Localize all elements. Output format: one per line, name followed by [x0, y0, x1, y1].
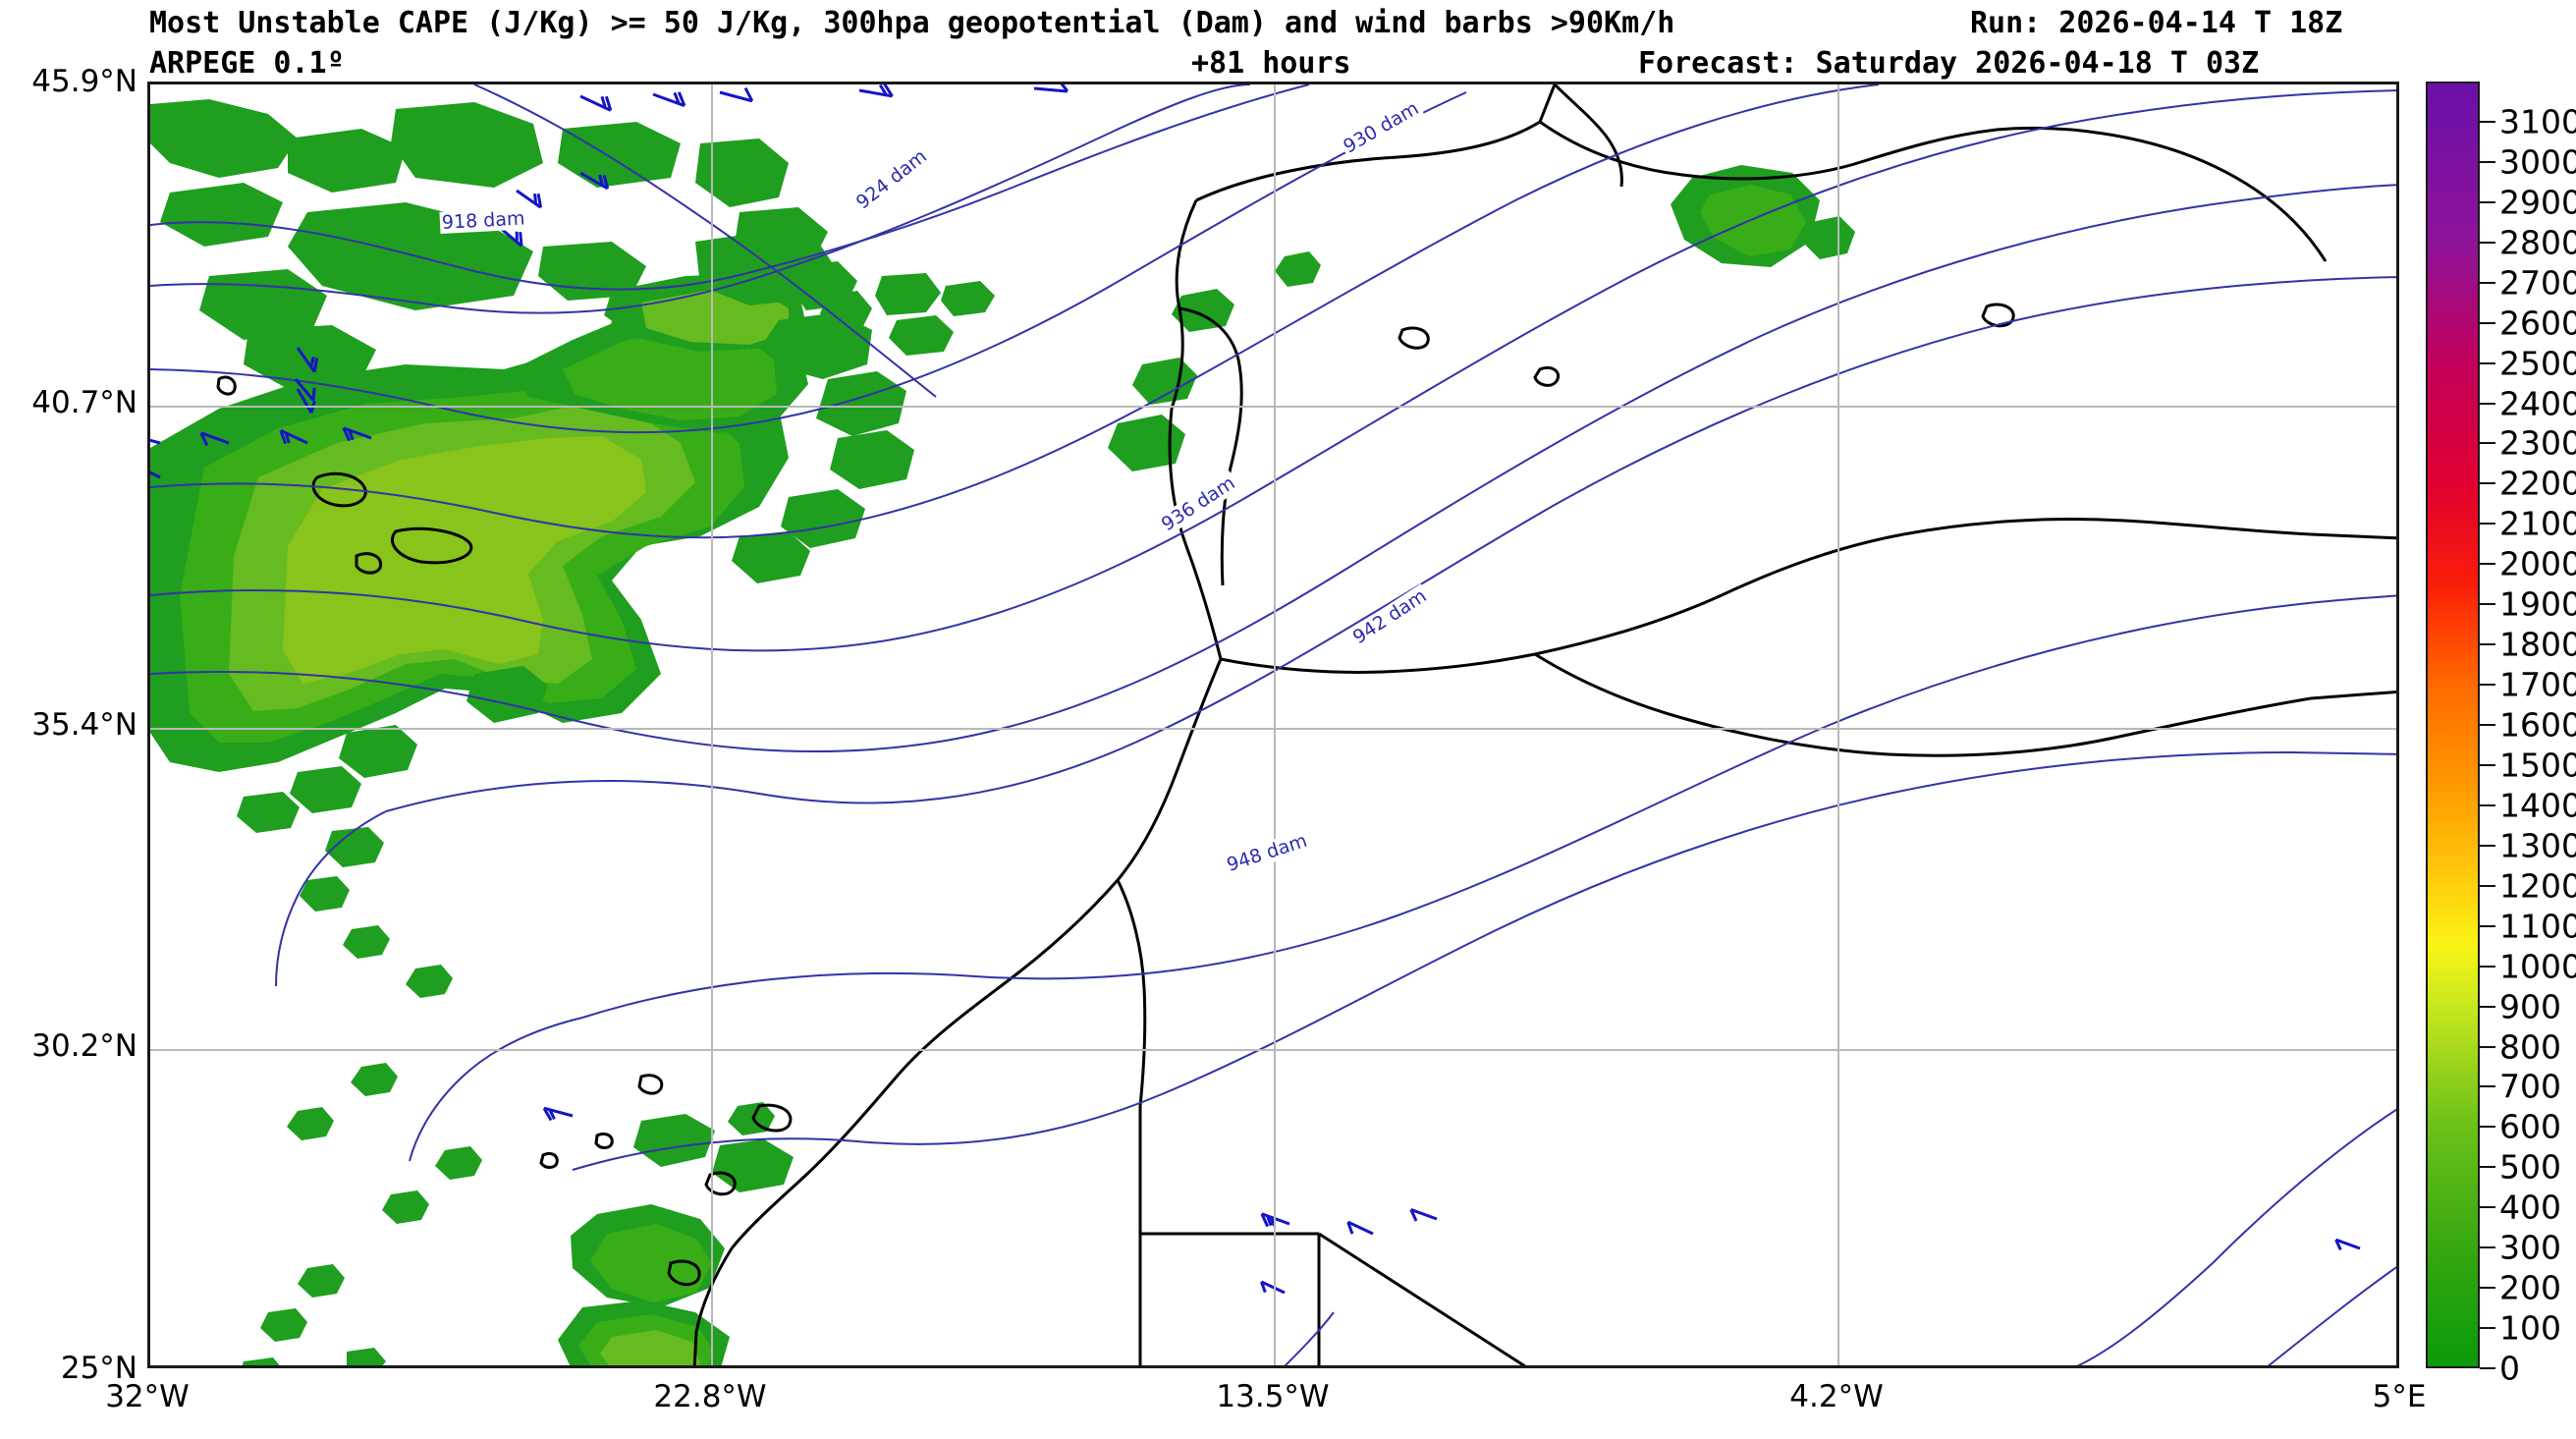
colorbar-tick [2480, 924, 2495, 927]
colorbar-tick-label: 2300 [2499, 423, 2576, 463]
colorbar-tick [2480, 763, 2495, 766]
map-canvas [150, 84, 2396, 1365]
colorbar-tick [2480, 1367, 2495, 1369]
colorbar-tick-label: 2700 [2499, 263, 2576, 303]
wind-barb-layer [150, 84, 2361, 1295]
colorbar-tick [2480, 482, 2495, 485]
colorbar-tick-label: 1000 [2499, 947, 2576, 986]
colorbar-tick-label: 1200 [2499, 866, 2576, 906]
colorbar-tick [2480, 1005, 2495, 1008]
colorbar-tick-label: 3100 [2499, 102, 2576, 141]
x-axis-tick-label: 22.8°W [653, 1379, 767, 1414]
colorbar-tick-label: 900 [2499, 987, 2561, 1026]
colorbar-tick-label: 2200 [2499, 464, 2576, 503]
colorbar-tick-label: 1800 [2499, 625, 2576, 664]
colorbar-tick [2480, 1166, 2495, 1169]
colorbar-tick-label: 2600 [2499, 304, 2576, 343]
colorbar-tick-label: 300 [2499, 1228, 2561, 1267]
colorbar-tick [2480, 160, 2495, 163]
geopotential-contour-layer [150, 84, 2396, 1365]
colorbar-tick [2480, 1327, 2495, 1330]
colorbar-tick [2480, 803, 2495, 806]
coastline-layer [216, 84, 2396, 1365]
gridline-horizontal [150, 728, 2396, 730]
colorbar-tick-label: 2000 [2499, 544, 2576, 583]
page-title: Most Unstable CAPE (J/Kg) >= 50 J/Kg, 30… [149, 6, 1675, 40]
colorbar-tick-label: 1700 [2499, 665, 2576, 704]
colorbar-tick-label: 200 [2499, 1268, 2561, 1307]
colorbar-tick-label: 2800 [2499, 223, 2576, 262]
colorbar-tick [2480, 1287, 2495, 1290]
colorbar-tick-label: 1900 [2499, 584, 2576, 624]
colorbar-tick [2480, 120, 2495, 123]
x-axis-tick-label: 32°W [105, 1379, 190, 1414]
colorbar-tick-label: 2900 [2499, 183, 2576, 222]
y-axis-tick-label: 45.9°N [31, 64, 137, 99]
forecast-time-label: Forecast: Saturday 2026-04-18 T 03Z [1638, 46, 2260, 81]
colorbar-tick [2480, 241, 2495, 244]
colorbar-tick-label: 600 [2499, 1107, 2561, 1146]
colorbar-tick-label: 100 [2499, 1308, 2561, 1348]
colorbar-tick-label: 1500 [2499, 746, 2576, 785]
colorbar [2426, 82, 2480, 1368]
colorbar-gradient [2428, 83, 2478, 1366]
colorbar-tick [2480, 844, 2495, 847]
gridline-vertical [1274, 84, 1276, 1365]
colorbar-tick-label: 0 [2499, 1349, 2520, 1388]
colorbar-tick-label: 2100 [2499, 504, 2576, 543]
cape-shading-layer [150, 99, 1855, 1365]
x-axis-tick-label: 4.2°W [1789, 1379, 1884, 1414]
colorbar-tick-label: 1600 [2499, 705, 2576, 745]
colorbar-tick [2480, 402, 2495, 405]
colorbar-tick [2480, 1206, 2495, 1209]
colorbar-tick-label: 1300 [2499, 826, 2576, 865]
x-axis-tick-label: 5°E [2372, 1379, 2427, 1414]
colorbar-tick [2480, 523, 2495, 526]
colorbar-tick [2480, 281, 2495, 284]
y-axis-tick-label: 30.2°N [31, 1028, 137, 1064]
colorbar-tick [2480, 684, 2495, 687]
gridline-vertical [1837, 84, 1839, 1365]
colorbar-tick [2480, 965, 2495, 968]
contour-label: 918 dam [439, 207, 527, 234]
colorbar-tick-label: 3000 [2499, 142, 2576, 182]
colorbar-tick-label: 1400 [2499, 786, 2576, 825]
colorbar-tick [2480, 884, 2495, 887]
colorbar-tick [2480, 1085, 2495, 1088]
colorbar-tick-label: 1100 [2499, 907, 2576, 946]
x-axis-tick-label: 13.5°W [1216, 1379, 1330, 1414]
colorbar-tick-label: 800 [2499, 1027, 2561, 1066]
gridline-vertical [711, 84, 713, 1365]
colorbar-tick [2480, 200, 2495, 203]
colorbar-tick-label: 700 [2499, 1067, 2561, 1106]
colorbar-tick-label: 2500 [2499, 344, 2576, 383]
y-axis-tick-label: 40.7°N [31, 385, 137, 420]
model-name-label: ARPEGE 0.1º [149, 46, 345, 81]
colorbar-tick-label: 2400 [2499, 384, 2576, 422]
gridline-horizontal [150, 1049, 2396, 1051]
colorbar-tick [2480, 361, 2495, 364]
model-run-label: Run: 2026-04-14 T 18Z [1970, 6, 2343, 40]
colorbar-tick-label: 500 [2499, 1147, 2561, 1187]
colorbar-tick [2480, 603, 2495, 606]
colorbar-tick [2480, 643, 2495, 646]
colorbar-tick-label: 400 [2499, 1188, 2561, 1227]
map-plot-area[interactable]: 918 dam 924 dam 930 dam 936 dam 942 dam 948 d… [147, 82, 2399, 1368]
colorbar-tick [2480, 1045, 2495, 1048]
lead-time-label: +81 hours [1191, 46, 1351, 81]
colorbar-tick [2480, 1246, 2495, 1249]
colorbar-tick [2480, 321, 2495, 324]
colorbar-tick [2480, 1126, 2495, 1129]
y-axis-tick-label: 35.4°N [31, 707, 137, 743]
y-axis-tick-label: 25°N [60, 1351, 137, 1386]
colorbar-tick [2480, 724, 2495, 726]
gridline-horizontal [150, 406, 2396, 408]
colorbar-tick [2480, 563, 2495, 566]
colorbar-tick [2480, 442, 2495, 445]
